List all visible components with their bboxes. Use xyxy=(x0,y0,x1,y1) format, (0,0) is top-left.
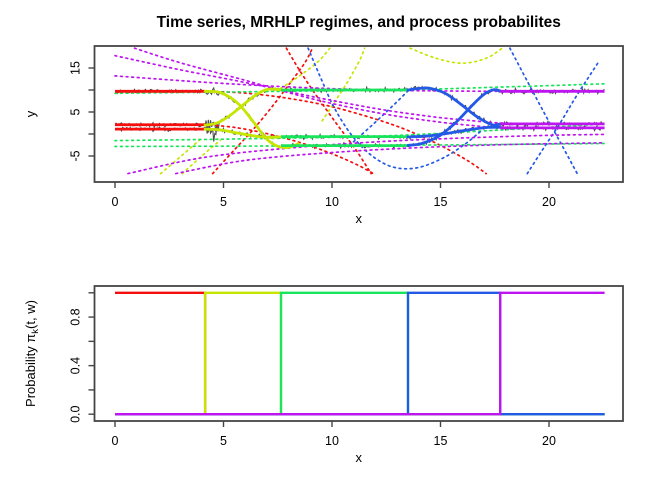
extrapolation-curve-regime1 xyxy=(211,47,314,175)
probability-content xyxy=(115,291,605,416)
x-tick-label: 20 xyxy=(542,195,556,209)
x-tick-label: 15 xyxy=(434,434,448,448)
time-series-plot: 0 5 10 15 20 -5 5 15 x y xyxy=(23,45,624,226)
extrapolation-curve-regime2 xyxy=(181,139,222,175)
y-tick-label: -5 xyxy=(69,150,83,161)
extrapolation-curve-regime2 xyxy=(409,47,504,65)
extrapolation-curve-regime5 xyxy=(127,133,606,175)
x-tick-label: 5 xyxy=(220,434,227,448)
x-tick-label: 10 xyxy=(325,195,339,209)
time-series-content xyxy=(114,47,606,175)
x-tick-label: 20 xyxy=(542,434,556,448)
x-axis-label: x xyxy=(356,211,363,226)
regime-4-probability-step xyxy=(115,291,605,416)
regime-2-mean-curve xyxy=(203,89,300,150)
extrapolation-curve-regime4 xyxy=(307,47,483,170)
extrapolation-curve-regime4 xyxy=(509,47,579,175)
y-tick-label: 0.0 xyxy=(69,405,83,422)
x-tick-label: 0 xyxy=(112,195,119,209)
x-tick-label: 5 xyxy=(220,195,227,209)
probability-plot: 0 5 10 15 20 0.0 0.4 0.8 x Probability πk(t, w) xyxy=(23,285,624,465)
regime-2-mean-curve xyxy=(203,87,283,127)
y-axis-label: Probability πk(t, w) xyxy=(23,300,41,407)
regime-5-probability-step xyxy=(115,291,605,416)
y-tick-label: 15 xyxy=(69,61,83,75)
figure-title: Time series, MRHLP regimes, and process … xyxy=(157,14,561,31)
extrapolation-curve-regime3 xyxy=(114,142,606,148)
extrapolation-curve-regime5 xyxy=(133,47,606,129)
extrapolation-curve-regime5 xyxy=(174,141,606,175)
x-axis-label: x xyxy=(356,450,363,465)
extrapolation-curve-regime2 xyxy=(159,137,203,175)
y-tick-label: 0.4 xyxy=(69,357,83,374)
plot-box xyxy=(93,285,624,422)
x-tick-label: 15 xyxy=(434,195,448,209)
y-tick-label: 0.8 xyxy=(69,308,83,325)
extrapolation-curve-regime4 xyxy=(526,60,600,175)
regime-2-mean-curve xyxy=(203,127,283,139)
regime-4-mean-curve xyxy=(406,125,502,139)
extrapolation-curve-regime2 xyxy=(280,47,331,90)
plots-root: 0 5 10 15 20 -5 5 15 x y 0 5 10 15 20 0.0 0.4 0.8 x Probabi… xyxy=(23,45,624,465)
x-tick-label: 10 xyxy=(325,434,339,448)
regime-4-mean-curve xyxy=(406,86,502,127)
y-axis-label: y xyxy=(23,110,38,117)
x-tick-label: 0 xyxy=(112,434,119,448)
extrapolation-curve-regime2 xyxy=(321,47,366,122)
regime-3-probability-step xyxy=(115,291,605,416)
regime-4-mean-curve xyxy=(406,88,502,147)
extrapolation-curve-regime1 xyxy=(285,47,372,175)
y-tick-label: 5 xyxy=(69,108,83,115)
regime-2-probability-step xyxy=(115,291,605,416)
regime-1-probability-step xyxy=(115,291,605,416)
extrapolation-curve-regime1 xyxy=(204,123,375,175)
plot-box xyxy=(93,45,624,183)
